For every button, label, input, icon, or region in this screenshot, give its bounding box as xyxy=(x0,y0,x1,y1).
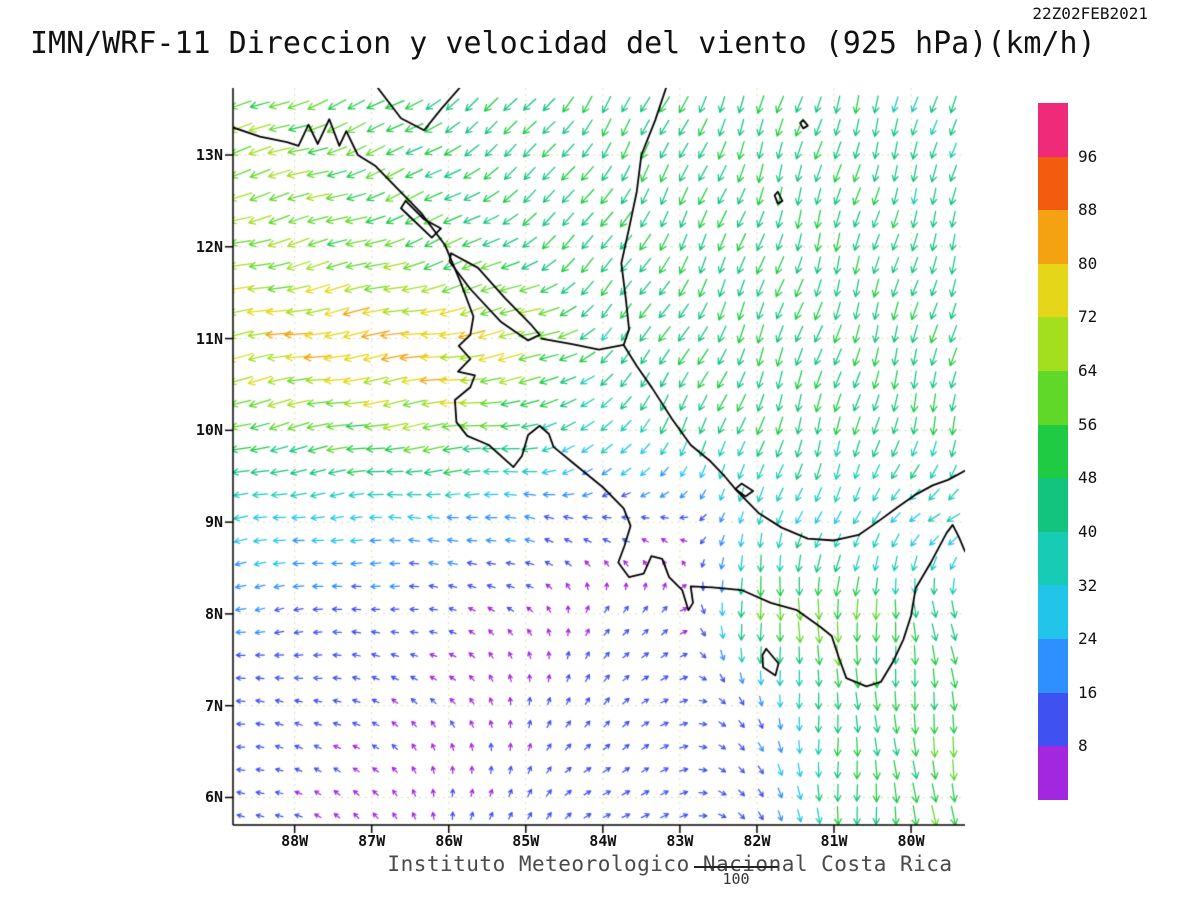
timestamp: 22Z02FEB2021 xyxy=(1032,4,1148,23)
lon-tick-label: 80W xyxy=(897,832,925,850)
lat-tick-label: 11N xyxy=(195,329,223,348)
colorbar-tick-label: 56 xyxy=(1078,414,1098,434)
colorbar-tick-label: 24 xyxy=(1078,629,1098,649)
lat-tick-label: 6N xyxy=(204,788,223,807)
colorbar-segment xyxy=(1038,103,1068,157)
colorbar-tick-label: 8 xyxy=(1078,736,1088,756)
reference-value: 100 xyxy=(722,870,750,888)
colorbar-segment xyxy=(1038,156,1068,211)
lon-tick-label: 86W xyxy=(435,832,463,850)
colorbar-tick-label: 96 xyxy=(1078,146,1098,166)
lat-tick-label: 8N xyxy=(204,604,223,623)
lat-tick-label: 13N xyxy=(195,146,223,164)
colorbar-tick-label: 40 xyxy=(1078,521,1098,541)
colorbar-segment xyxy=(1038,531,1068,586)
lon-tick-label: 87W xyxy=(358,832,386,850)
colorbar-tick-label: 16 xyxy=(1078,682,1098,702)
lon-tick-label: 84W xyxy=(589,832,617,850)
colorbar-segment xyxy=(1038,371,1068,425)
reference-arrow xyxy=(694,866,778,868)
lat-tick-label: 9N xyxy=(204,513,223,532)
lon-tick-label: 85W xyxy=(512,832,540,850)
colorbar-segment xyxy=(1038,478,1068,532)
lat-tick-label: 10N xyxy=(195,421,223,440)
colorbar-segment xyxy=(1038,317,1068,372)
lon-tick-label: 82W xyxy=(743,832,771,850)
colorbar xyxy=(1038,103,1068,800)
colorbar-tick-label: 72 xyxy=(1078,307,1098,327)
colorbar-segment xyxy=(1038,639,1068,693)
colorbar-segment xyxy=(1038,210,1068,264)
colorbar-tick-label: 32 xyxy=(1078,575,1098,595)
colorbar-segment xyxy=(1038,746,1068,800)
colorbar-segment xyxy=(1038,585,1068,640)
colorbar-tick-label: 48 xyxy=(1078,468,1098,488)
lon-tick-label: 81W xyxy=(820,832,848,850)
colorbar-segment xyxy=(1038,424,1068,479)
colorbar-tick-label: 64 xyxy=(1078,361,1098,381)
colorbar-segment xyxy=(1038,263,1068,318)
lon-tick-label: 88W xyxy=(281,832,309,850)
lon-tick-label: 83W xyxy=(666,832,694,850)
credit-line: Instituto Meteorologico Nacional Costa R… xyxy=(387,852,953,876)
lat-tick-label: 12N xyxy=(195,237,223,256)
colorbar-tick-label: 80 xyxy=(1078,253,1098,273)
chart-title: IMN/WRF-11 Direccion y velocidad del vie… xyxy=(30,26,1096,61)
colorbar-tick-label: 88 xyxy=(1078,200,1098,220)
lat-tick-label: 7N xyxy=(204,696,223,715)
colorbar-segment xyxy=(1038,692,1068,747)
